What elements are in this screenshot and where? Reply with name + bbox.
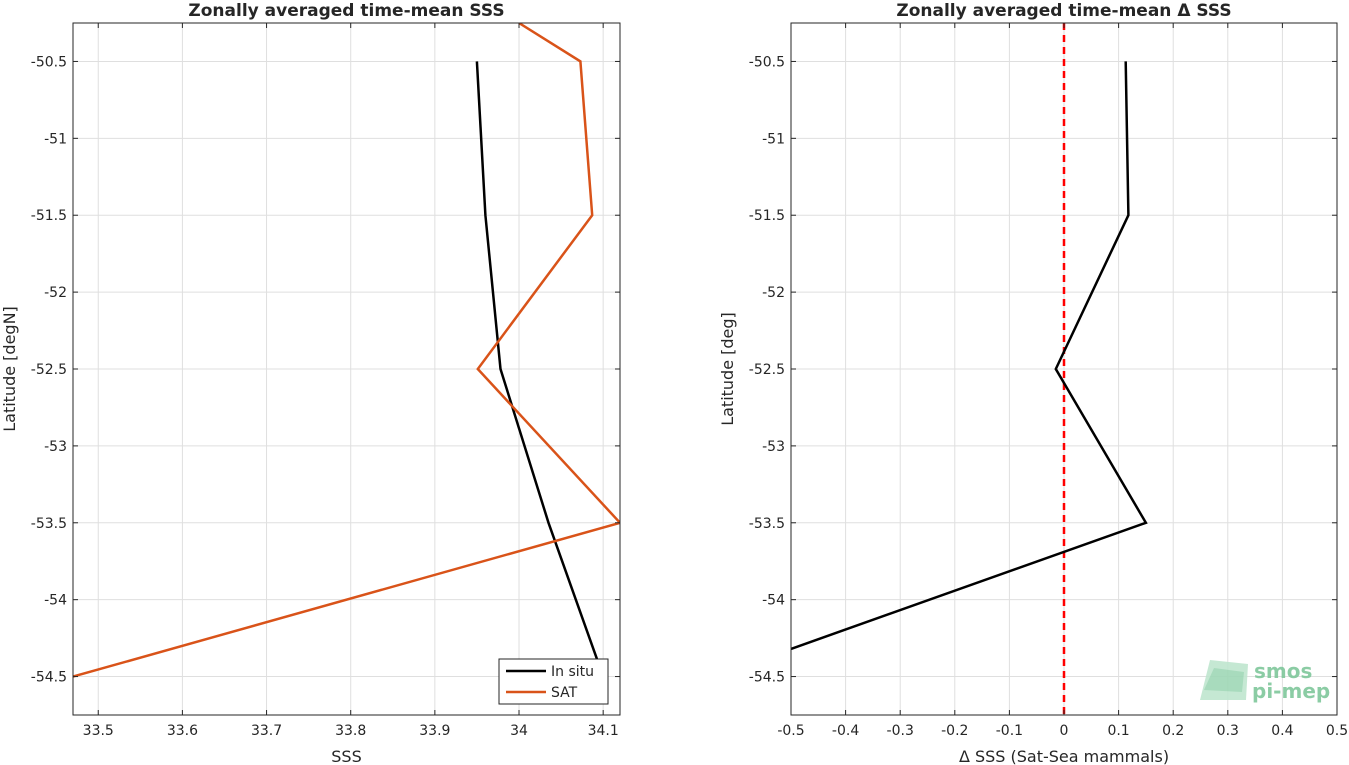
y-tick-label: -51.5: [749, 208, 785, 224]
y-tick-label: -52.5: [749, 362, 785, 378]
y-axis-label: Latitude [degN]: [0, 306, 19, 432]
smos-pi-mep-logo: smos pi-mep: [1200, 659, 1330, 703]
x-tick-label: 34.1: [588, 723, 619, 739]
logo-text-pi-mep: pi-mep: [1252, 679, 1330, 703]
x-axis-label: SSS: [331, 747, 361, 765]
x-tick-label: 33.6: [167, 723, 198, 739]
y-tick-label: -52: [44, 285, 67, 301]
legend-label-sat: SAT: [551, 685, 578, 701]
y-tick-label: -54.5: [31, 670, 67, 686]
y-tick-label: -50.5: [31, 54, 67, 70]
y-tick-label: -51: [762, 131, 785, 147]
x-tick-label: 0.3: [1217, 723, 1239, 739]
left-panel-sss: 33.5 33.6 33.7 33.8 33.9 34 34.1 -50.5 -51 -51.5 -…: [0, 1, 621, 765]
y-tick-label: -54: [762, 593, 785, 609]
y-tick-label: -53: [44, 439, 67, 455]
x-tick-label: 0.5: [1326, 723, 1348, 739]
logo-text-smos: smos: [1254, 659, 1312, 683]
y-tick-label: -51.5: [31, 208, 67, 224]
x-tick-label: -0.2: [941, 723, 968, 739]
y-tick-label: -50.5: [749, 54, 785, 70]
chart-title: Zonally averaged time-mean SSS: [188, 1, 504, 21]
x-tick-label: -0.1: [996, 723, 1023, 739]
y-tick-label: -53: [762, 439, 785, 455]
legend: In situ SAT: [498, 658, 609, 705]
y-tick-label: -52: [762, 285, 785, 301]
x-tick-label: -0.3: [887, 723, 914, 739]
series-line-sat: [73, 23, 620, 678]
legend-label-in-situ: In situ: [551, 664, 594, 680]
x-tick-label: 33.7: [251, 723, 282, 739]
logo-wave-shape-2: [1204, 668, 1244, 692]
y-tick-label: -53.5: [31, 516, 67, 532]
chart-title: Zonally averaged time-mean Δ SSS: [896, 1, 1231, 21]
x-axis-label: Δ SSS (Sat-Sea mammals): [959, 747, 1169, 765]
x-tick-label: 33.8: [335, 723, 366, 739]
y-tick-label: -53.5: [749, 516, 785, 532]
x-tick-label: 33.5: [83, 723, 114, 739]
series-line-delta-sss: [791, 61, 1148, 651]
x-tick-label: -0.4: [832, 723, 859, 739]
y-axis-label: Latitude [deg]: [718, 312, 737, 426]
y-tick-label: -51: [44, 131, 67, 147]
legend-box: [498, 658, 609, 705]
x-tick-label: -0.5: [777, 723, 804, 739]
x-tick-label: 0: [1060, 723, 1069, 739]
y-tick-label: -54.5: [749, 670, 785, 686]
x-tick-label: 0.4: [1271, 723, 1293, 739]
y-tick-label: -54: [44, 593, 67, 609]
x-tick-label: 33.9: [419, 723, 450, 739]
x-tick-label: 0.1: [1107, 723, 1129, 739]
x-tick-label: 0.2: [1162, 723, 1184, 739]
series-line-in-situ: [475, 61, 605, 678]
x-tick-label: 34: [510, 723, 528, 739]
right-panel-delta-sss: -0.5 -0.4 -0.3 -0.2 -0.1 0 0.1 0.2 0.3 0.4 0.5 -50.…: [718, 1, 1348, 765]
y-tick-label: -52.5: [31, 362, 67, 378]
